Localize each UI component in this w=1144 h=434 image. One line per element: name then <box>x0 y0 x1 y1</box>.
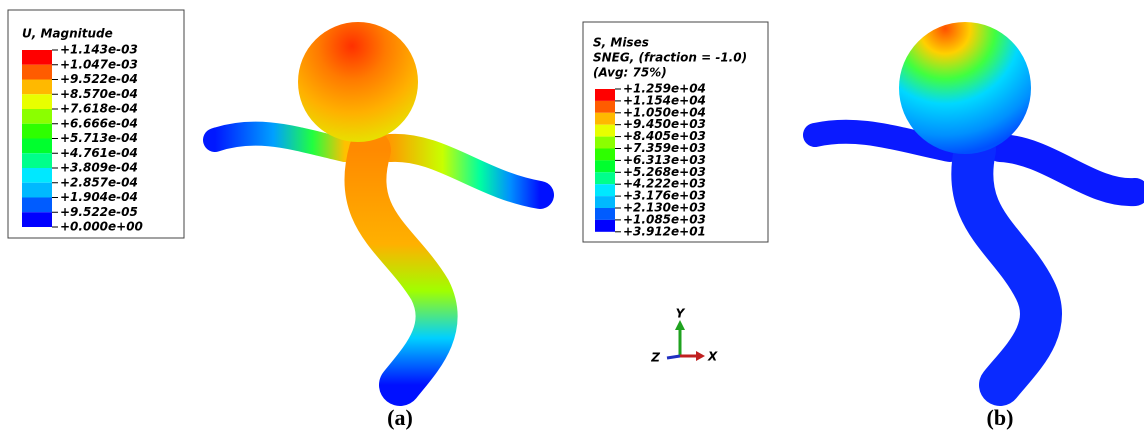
legend-band <box>22 183 52 198</box>
legend-band <box>22 198 52 213</box>
legend-band <box>22 50 52 65</box>
legend-title: S, Mises <box>593 36 649 50</box>
legend-band <box>595 184 615 196</box>
legend-band <box>595 137 615 149</box>
caption: (a) <box>387 405 413 430</box>
legend-band <box>595 89 615 101</box>
legend-label: +8.570e-04 <box>60 87 138 101</box>
legend-label: +2.857e-04 <box>60 175 138 189</box>
legend-band <box>22 212 52 227</box>
legend-band <box>22 109 52 124</box>
legend-band <box>22 168 52 183</box>
legend-label: +4.761e-04 <box>60 146 138 160</box>
legend-title: SNEG, (fraction = -1.0) <box>593 51 747 65</box>
legend-label: +6.666e-04 <box>60 116 138 130</box>
legend-band <box>22 124 52 139</box>
figure-canvas: YZX U, Magnitude+1.143e-03+1.047e-03+9.5… <box>0 0 1144 434</box>
legend-band <box>595 149 615 161</box>
legend-label: +9.522e-05 <box>60 205 138 219</box>
legend-band <box>595 113 615 125</box>
legend-label: +1.904e-04 <box>60 190 138 204</box>
model-a <box>215 22 540 385</box>
legend-band <box>595 208 615 220</box>
legend-band <box>595 101 615 113</box>
legend-title: U, Magnitude <box>22 27 113 41</box>
legend-band <box>595 172 615 184</box>
legend-band <box>22 94 52 109</box>
legend-band <box>595 160 615 172</box>
axis-label-x: X <box>707 350 718 364</box>
figure: YZX U, Magnitude+1.143e-03+1.047e-03+9.5… <box>0 0 1144 434</box>
legend-band <box>22 80 52 95</box>
legend-band <box>595 220 615 232</box>
legend-label: +1.143e-03 <box>60 43 138 57</box>
model-b <box>815 22 1135 385</box>
legend-band <box>22 139 52 154</box>
legend-label: +7.618e-04 <box>60 102 138 116</box>
legend-label: +5.713e-04 <box>60 131 138 145</box>
legend-label: +3.809e-04 <box>60 161 138 175</box>
caption: (b) <box>987 405 1014 430</box>
legend-band <box>22 153 52 168</box>
legend-band <box>22 65 52 80</box>
axis-triad: Y Z X <box>650 307 718 365</box>
legend-title: (Avg: 75%) <box>593 66 667 80</box>
legend: U, Magnitude+1.143e-03+1.047e-03+9.522e-… <box>8 10 184 238</box>
legend-band <box>595 196 615 208</box>
legend-label: +0.000e+00 <box>60 220 143 234</box>
legend-label: +9.522e-04 <box>60 72 138 86</box>
legend-label: +1.047e-03 <box>60 57 138 71</box>
legend-band <box>595 125 615 137</box>
axis-label-y: Y <box>676 307 686 321</box>
legend-label: +3.912e+01 <box>623 224 706 238</box>
axis-label-z: Z <box>650 351 660 365</box>
